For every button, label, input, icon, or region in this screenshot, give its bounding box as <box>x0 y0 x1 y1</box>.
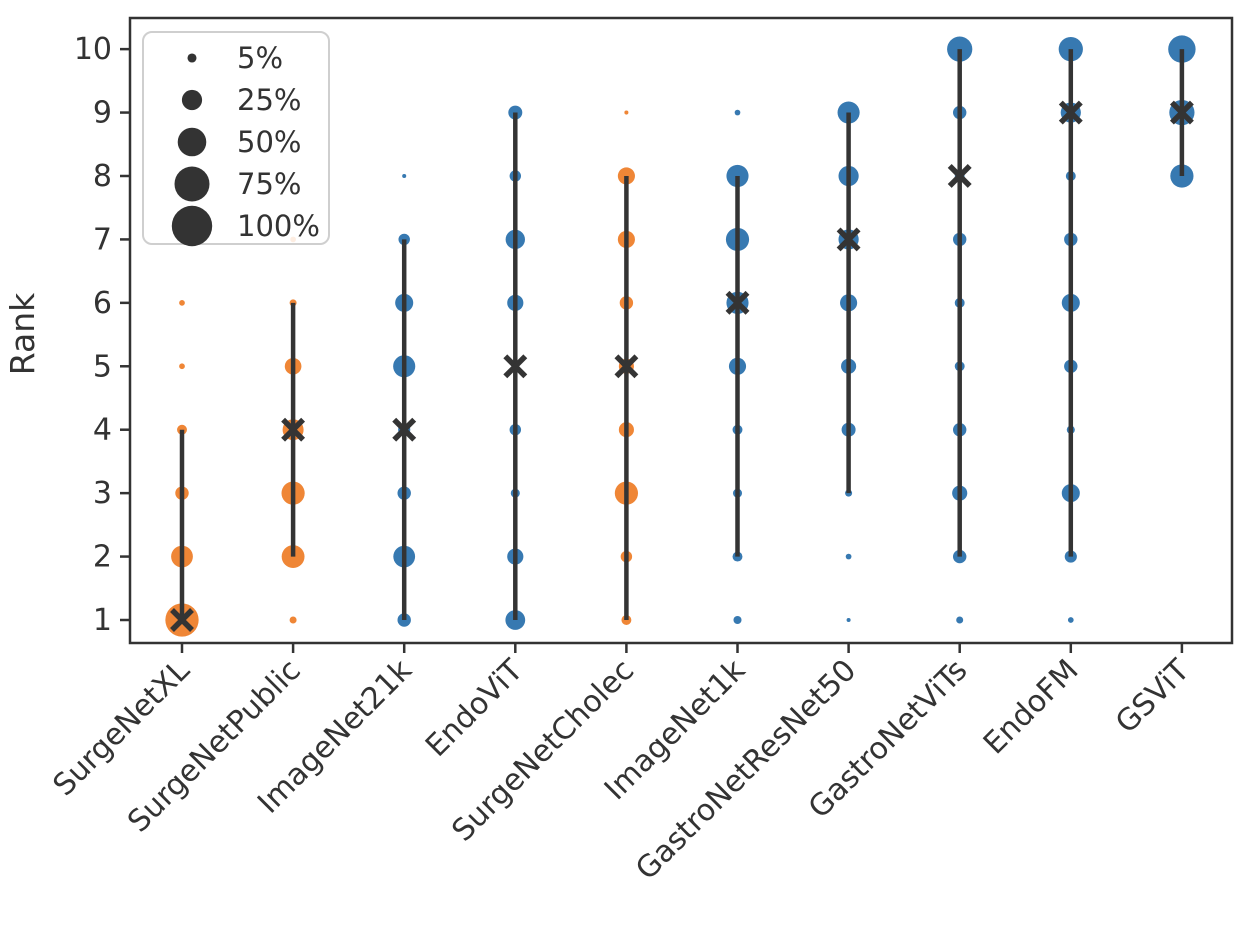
x-markers-layer <box>170 100 1194 632</box>
legend-size-swatch <box>174 166 210 202</box>
x-marker <box>170 608 194 632</box>
x-tick-label: EndoFM <box>977 653 1086 762</box>
bubble <box>956 616 964 624</box>
legend: 5% 25% 50% 75% 100% <box>142 31 330 247</box>
bubble <box>733 615 742 625</box>
y-tick-label: 3 <box>93 476 112 511</box>
bubble <box>846 617 851 623</box>
bubble <box>1067 617 1074 623</box>
legend-size-swatch <box>177 127 207 157</box>
bubble <box>179 299 185 306</box>
x-tick-label: GastroNetResNet50 <box>629 653 863 887</box>
legend-label: 75% <box>237 167 301 201</box>
x-marker <box>503 354 528 379</box>
x-marker <box>1169 100 1194 125</box>
y-axis-tick-labels: 1 2 3 4 5 6 7 8 9 10 <box>74 32 112 638</box>
x-marker <box>1058 100 1083 125</box>
legend-label: 50% <box>237 125 301 159</box>
y-tick-label: 4 <box>93 413 112 448</box>
x-tick-label: EndoViT <box>419 652 530 763</box>
legend-size-swatch <box>181 89 203 111</box>
x-marker <box>392 417 417 442</box>
bubble <box>179 363 185 370</box>
range-lines-layer <box>179 49 1185 620</box>
x-tick-label: GSViT <box>1109 652 1197 740</box>
bubble <box>734 109 741 116</box>
bubble <box>402 173 407 179</box>
y-tick-label: 2 <box>93 540 112 575</box>
y-tick-label: 1 <box>93 603 112 638</box>
bubble <box>845 553 852 560</box>
y-tick-label: 6 <box>93 286 112 321</box>
plot-border <box>128 16 1234 645</box>
y-axis-ticks <box>120 47 130 622</box>
y-tick-label: 8 <box>93 159 112 194</box>
y-tick-label: 5 <box>93 349 112 384</box>
legend-label: 25% <box>237 83 301 117</box>
y-tick-label: 10 <box>74 32 112 67</box>
x-marker <box>614 354 639 379</box>
legend-size-swatch <box>187 53 197 63</box>
x-marker <box>725 290 750 315</box>
legend-size-swatch <box>171 205 213 247</box>
x-marker <box>836 227 861 252</box>
y-tick-label: 7 <box>93 222 112 257</box>
legend-label: 5% <box>237 41 283 75</box>
bubble <box>624 110 629 115</box>
y-tick-label: 9 <box>93 96 112 131</box>
bubble <box>281 545 305 568</box>
legend-label: 100% <box>237 209 320 243</box>
x-axis-ticks <box>180 643 1184 653</box>
bubble <box>289 616 297 624</box>
x-marker <box>947 164 972 188</box>
y-axis-title: Rank <box>3 292 42 375</box>
x-marker <box>281 417 306 442</box>
